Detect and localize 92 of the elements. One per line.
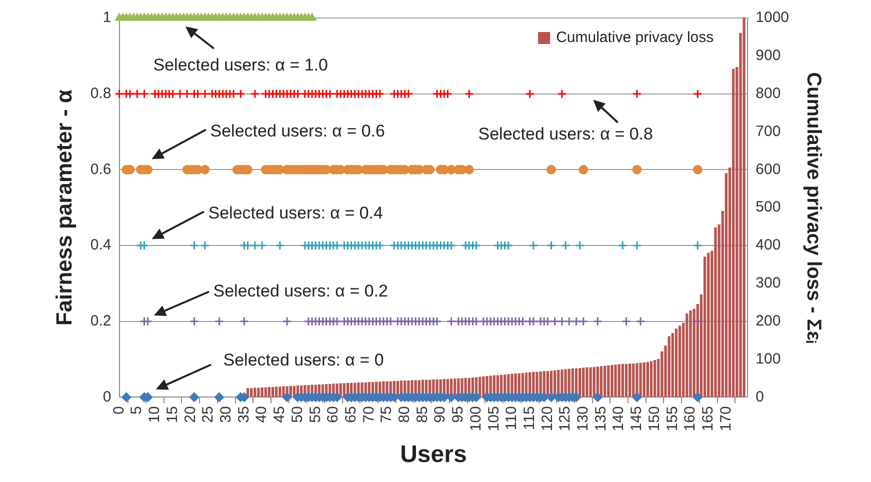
x-tick-label: 110 xyxy=(503,406,520,430)
bar xyxy=(742,18,746,398)
bar xyxy=(674,328,678,398)
annotation: Selected users: α = 1.0 xyxy=(153,56,328,75)
x-tick-label: 40 xyxy=(253,406,270,423)
x-tick-label: 165 xyxy=(700,406,716,432)
bar xyxy=(264,387,267,398)
x-tick-label: 150 xyxy=(646,406,663,432)
bar xyxy=(257,388,260,398)
y2-tick-label: 600 xyxy=(756,160,781,178)
x-tick-label: 135 xyxy=(592,406,610,432)
bar xyxy=(624,364,628,398)
x-tick-label: 145 xyxy=(628,406,646,432)
x-tick-label: 75 xyxy=(378,406,396,423)
bar xyxy=(703,256,706,398)
x-tick-label: 45 xyxy=(271,406,288,423)
x-tick-label: 115 xyxy=(520,406,538,430)
y-tick-label: 0.8 xyxy=(90,84,112,102)
bar xyxy=(268,387,271,398)
bar xyxy=(254,388,256,398)
bar xyxy=(582,368,585,398)
bar xyxy=(686,313,688,398)
bar xyxy=(260,387,264,398)
x-tick-label: 155 xyxy=(664,406,681,432)
y2-tick-label: 500 xyxy=(756,198,781,216)
x-tick-label: 15 xyxy=(164,406,181,423)
annotation: Selected users: α = 0.8 xyxy=(478,124,653,144)
y2-tick-label: 300 xyxy=(756,274,781,292)
x-tick-label: 105 xyxy=(485,406,502,432)
y2-axis-title: Cumulative privacy loss - Σεᵢ xyxy=(802,72,824,344)
x-tick-label: 35 xyxy=(235,406,252,423)
x-tick-label: 120 xyxy=(538,406,556,432)
x-axis-title: Users xyxy=(400,441,467,468)
x-tick-label: 65 xyxy=(342,406,360,423)
y2-tick-label: 1000 xyxy=(756,9,790,26)
x-tick-label: 80 xyxy=(396,406,414,423)
x-tick-label: 170 xyxy=(717,406,734,432)
bar xyxy=(275,386,278,398)
bar xyxy=(714,227,717,398)
x-tick-label: 50 xyxy=(288,406,306,423)
x-tick-label: 130 xyxy=(574,406,592,432)
bar xyxy=(618,364,620,398)
x-tick-label: 5 xyxy=(128,406,146,415)
bar xyxy=(707,252,710,398)
x-tick-label: 95 xyxy=(450,406,467,423)
bar xyxy=(603,366,606,398)
x-tick-label: 70 xyxy=(360,406,378,423)
y2-tick-label: 800 xyxy=(756,84,781,102)
x-tick-label: 55 xyxy=(306,406,324,423)
x-tick-label: 60 xyxy=(324,406,342,423)
x-tick-label: 160 xyxy=(682,406,699,432)
y-tick-label: 0.6 xyxy=(90,160,112,178)
y-tick-label: 1 xyxy=(102,9,112,26)
annotation: Selected users: α = 0.2 xyxy=(213,282,388,301)
x-tick-label: 10 xyxy=(146,406,164,423)
x-tick-label: 100 xyxy=(467,406,484,432)
y2-tick-label: 100 xyxy=(756,350,781,368)
x-tick-label: 25 xyxy=(200,406,217,423)
annotation: Selected users: α = 0.4 xyxy=(208,204,383,223)
y-tick-label: 0.2 xyxy=(90,312,112,330)
annotation: Selected users: α = 0.6 xyxy=(210,122,385,141)
bar xyxy=(610,365,614,398)
y2-tick-label: 900 xyxy=(756,47,781,64)
x-tick-label: 30 xyxy=(218,406,235,423)
x-tick-label: 125 xyxy=(556,406,574,432)
legend-label: Cumulative privacy loss xyxy=(556,29,714,46)
y2-tick-label: 200 xyxy=(756,312,781,330)
bar xyxy=(732,68,735,398)
bar xyxy=(689,310,692,398)
x-tick-label: 90 xyxy=(432,406,449,423)
x-tick-label: 140 xyxy=(610,406,628,432)
y-tick-label: 0.4 xyxy=(90,236,112,254)
y2-tick-label: 700 xyxy=(756,122,781,140)
bar xyxy=(589,367,592,398)
bar xyxy=(646,362,649,398)
bar xyxy=(650,361,653,398)
bar xyxy=(607,365,610,398)
bar xyxy=(614,364,617,398)
bar xyxy=(653,360,656,398)
y-axis-title: Fairness parameter - α xyxy=(51,89,76,326)
annotation: Selected users: α = 0 xyxy=(223,350,384,370)
bar xyxy=(678,326,682,398)
y2-tick-label: 400 xyxy=(756,236,781,254)
bar xyxy=(642,362,646,398)
bar xyxy=(621,364,624,398)
x-tick-label: 0 xyxy=(110,406,128,415)
x-tick-label: 20 xyxy=(182,406,199,423)
bar xyxy=(271,387,274,398)
x-tick-label: 85 xyxy=(414,406,431,423)
bar xyxy=(668,336,670,398)
bar xyxy=(586,367,588,398)
bar xyxy=(628,364,632,398)
